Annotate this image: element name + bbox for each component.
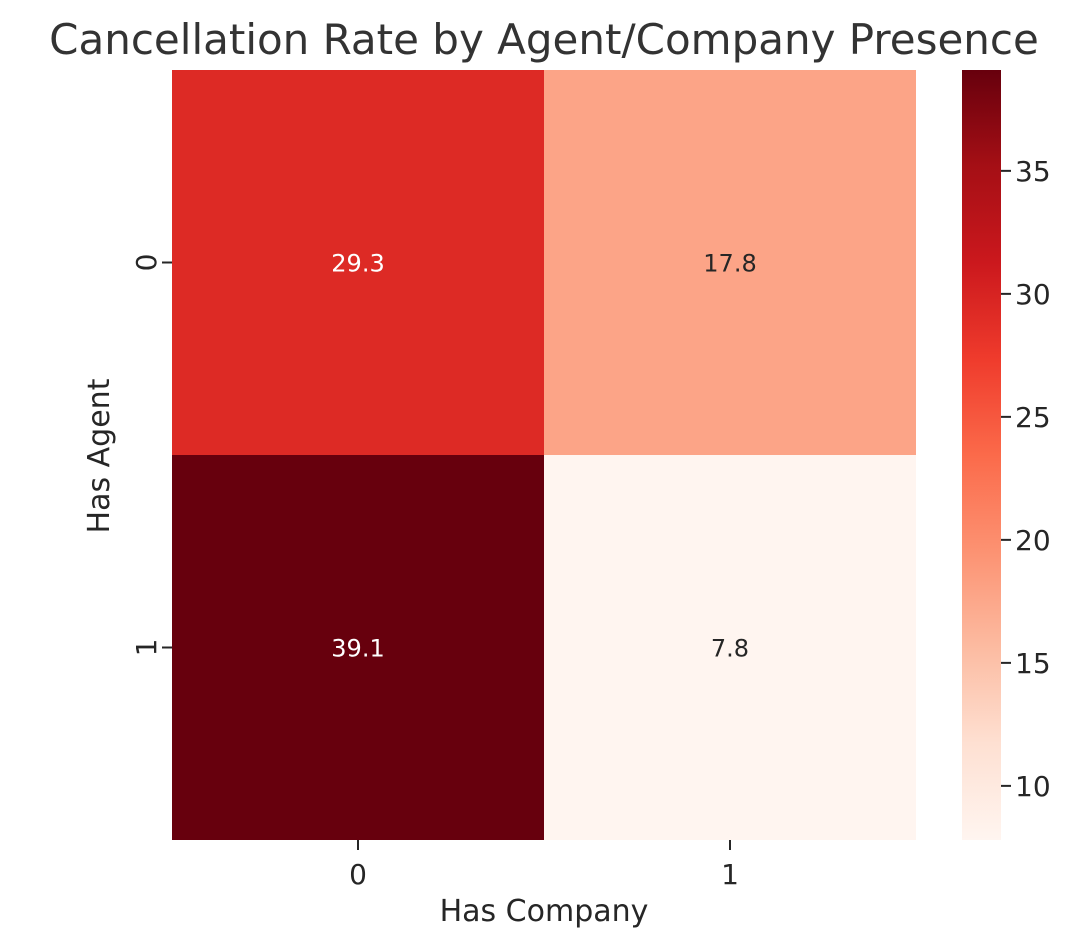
y-axis-label: Has Agent bbox=[82, 378, 117, 533]
colorbar-ticks: 10 15 20 25 30 35 bbox=[1001, 155, 1051, 803]
colorbar-tick-label: 35 bbox=[1015, 155, 1051, 188]
cell-value-label: 17.8 bbox=[703, 250, 756, 278]
cell-value-label: 29.3 bbox=[331, 250, 384, 278]
x-tick-label: 0 bbox=[349, 858, 367, 891]
heatmap-cell-labels: 29.3 17.8 39.1 7.8 bbox=[331, 250, 756, 663]
cell-value-label: 7.8 bbox=[711, 635, 749, 663]
colorbar bbox=[962, 70, 1001, 840]
colorbar-tick-label: 10 bbox=[1015, 770, 1051, 803]
heatmap-cell bbox=[172, 455, 544, 840]
heatmap-cell bbox=[172, 70, 544, 455]
heatmap-cells bbox=[172, 70, 916, 840]
colorbar-tick-label: 30 bbox=[1015, 278, 1051, 311]
colorbar-tick-label: 20 bbox=[1015, 524, 1051, 557]
chart-title: Cancellation Rate by Agent/Company Prese… bbox=[49, 15, 1039, 64]
y-tick-label: 0 bbox=[130, 254, 163, 272]
colorbar-tick-label: 25 bbox=[1015, 401, 1051, 434]
heatmap-cell bbox=[544, 70, 916, 455]
y-tick-label: 1 bbox=[130, 639, 163, 657]
y-axis: 01 bbox=[130, 254, 172, 657]
cell-value-label: 39.1 bbox=[331, 635, 384, 663]
x-axis-label: Has Company bbox=[440, 894, 649, 929]
x-tick-label: 1 bbox=[721, 858, 739, 891]
colorbar-tick-label: 15 bbox=[1015, 647, 1051, 680]
heatmap-cell bbox=[544, 455, 916, 840]
